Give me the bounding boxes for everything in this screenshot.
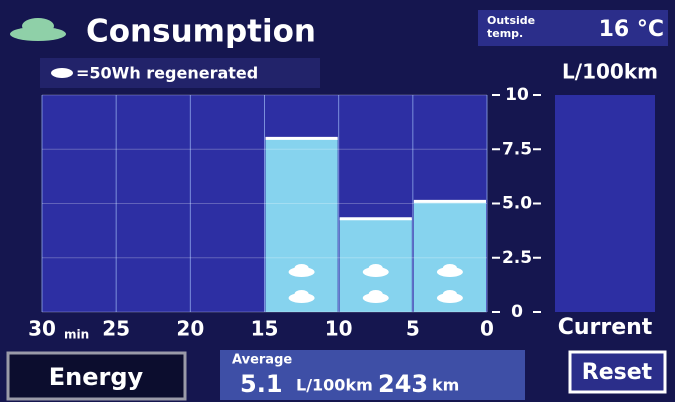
y-tick-label: 10 xyxy=(505,85,529,105)
average-unit: L/100km xyxy=(296,376,373,395)
x-tick-label: 30 xyxy=(28,317,56,341)
y-tick-label: 2.5 xyxy=(502,248,532,268)
bar xyxy=(266,138,338,312)
x-tick-label: 10 xyxy=(325,317,353,341)
x-tick-label: 0 xyxy=(480,317,494,341)
x-unit: min xyxy=(64,328,89,342)
temp-value: 16 °C xyxy=(599,17,664,42)
distance-unit: km xyxy=(432,376,459,395)
regen-icon-roof xyxy=(295,290,309,298)
y-tick-label: 5.0 xyxy=(502,194,532,214)
average-label: Average xyxy=(232,353,292,368)
average-consumption: 5.1 xyxy=(240,370,283,398)
x-tick-label: 15 xyxy=(251,317,279,341)
legend-icon xyxy=(51,68,73,78)
regen-icon-roof xyxy=(443,290,457,298)
x-tick-label: 25 xyxy=(102,317,130,341)
screen: Consumption Outside temp. 16 °C =50Wh re… xyxy=(0,0,675,402)
x-tick-label: 5 xyxy=(406,317,420,341)
temp-label: Outside xyxy=(487,14,535,27)
average-distance: 243 xyxy=(378,370,428,398)
regen-icon-roof xyxy=(369,264,383,272)
y-tick-label: 7.5 xyxy=(502,139,532,159)
regen-icon-roof xyxy=(443,264,457,272)
car-roof xyxy=(22,18,54,34)
regen-icon-roof xyxy=(295,264,309,272)
energy-button-label[interactable]: Energy xyxy=(49,363,144,391)
legend: =50Wh regenerated xyxy=(76,64,258,83)
current-panel xyxy=(555,95,655,312)
x-tick-label: 20 xyxy=(176,317,204,341)
y-tick-label: 0 xyxy=(511,302,523,322)
reset-button-label[interactable]: Reset xyxy=(582,360,653,385)
regen-icon-roof xyxy=(369,290,383,298)
y-axis-label: L/100km xyxy=(562,60,658,84)
current-label: Current xyxy=(558,315,653,340)
temp-label: temp. xyxy=(487,27,523,40)
title: Consumption xyxy=(86,14,316,50)
